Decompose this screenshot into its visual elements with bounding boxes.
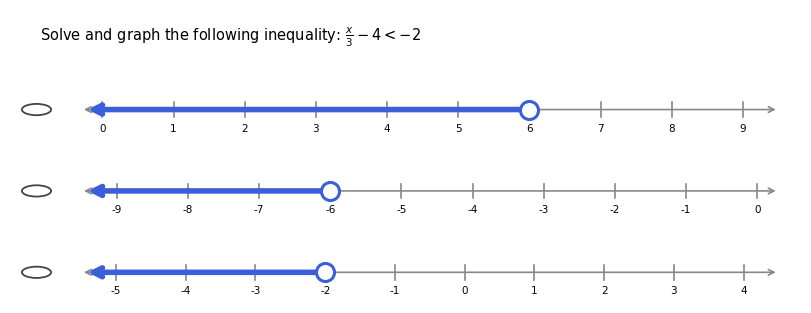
Text: -3: -3 xyxy=(539,205,549,215)
Text: -2: -2 xyxy=(610,205,620,215)
Text: 3: 3 xyxy=(313,124,320,134)
Text: 1: 1 xyxy=(531,286,538,296)
Text: -2: -2 xyxy=(320,286,330,296)
Text: 5: 5 xyxy=(455,124,461,134)
Text: 4: 4 xyxy=(740,286,747,296)
Text: 1: 1 xyxy=(170,124,177,134)
Text: 2: 2 xyxy=(242,124,248,134)
Text: -4: -4 xyxy=(467,205,478,215)
Text: -9: -9 xyxy=(111,205,122,215)
Text: -4: -4 xyxy=(181,286,191,296)
Text: 7: 7 xyxy=(598,124,604,134)
Text: -8: -8 xyxy=(182,205,193,215)
Text: -6: -6 xyxy=(325,205,336,215)
Text: -3: -3 xyxy=(251,286,260,296)
Text: 0: 0 xyxy=(99,124,105,134)
Text: Solve and graph the following inequality: $\frac{x}{3} - 4 < -2$: Solve and graph the following inequality… xyxy=(40,26,420,49)
Text: 2: 2 xyxy=(601,286,607,296)
Text: -5: -5 xyxy=(111,286,121,296)
Text: 9: 9 xyxy=(740,124,746,134)
Text: -7: -7 xyxy=(254,205,264,215)
Text: 0: 0 xyxy=(461,286,468,296)
Text: 8: 8 xyxy=(668,124,675,134)
Text: 0: 0 xyxy=(754,205,761,215)
Text: 6: 6 xyxy=(526,124,533,134)
Text: -1: -1 xyxy=(390,286,400,296)
Text: -1: -1 xyxy=(681,205,691,215)
Text: -5: -5 xyxy=(397,205,406,215)
Text: 4: 4 xyxy=(384,124,390,134)
Text: 3: 3 xyxy=(671,286,677,296)
